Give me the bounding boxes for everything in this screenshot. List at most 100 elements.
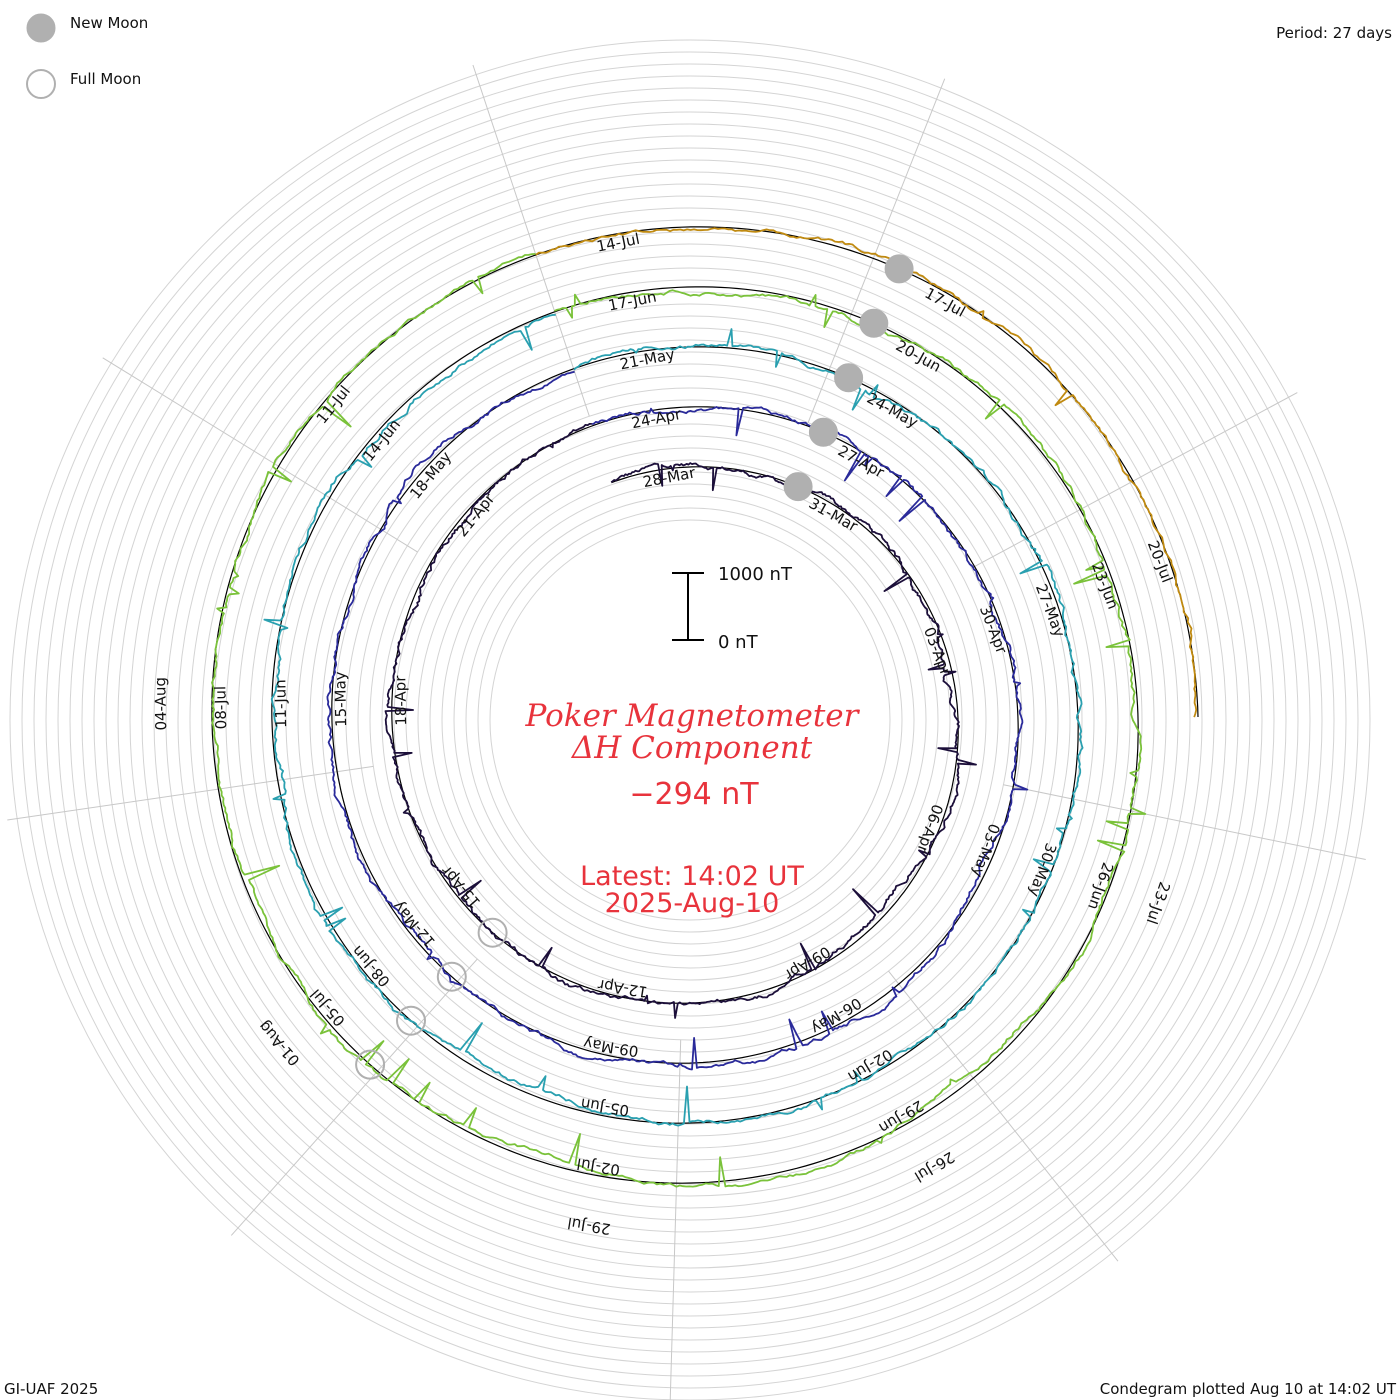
- grid-ring: [261, 291, 1119, 1149]
- grid-spoke: [230, 958, 478, 1236]
- grid-ring: [69, 99, 1311, 1341]
- grid-ring: [57, 87, 1323, 1353]
- grid-ring: [201, 231, 1179, 1209]
- series-trace-rotation-1: [384, 423, 977, 1019]
- grid-ring: [465, 495, 915, 945]
- date-label: 21-May: [618, 345, 676, 373]
- date-label: 11-Jun: [271, 679, 290, 728]
- full-moon-icon: [26, 69, 56, 99]
- grid-ring: [345, 375, 1035, 1065]
- chart-title: Poker Magnetometer: [525, 698, 861, 734]
- grid-ring: [105, 135, 1275, 1305]
- scale-top-label: 1000 nT: [718, 564, 793, 585]
- background-rings: [9, 39, 1371, 1400]
- grid-spoke: [102, 357, 418, 553]
- date-label: 26-Jun: [1084, 860, 1117, 912]
- full-moon-marker: [355, 1049, 386, 1080]
- date-label: 05-Jun: [579, 1094, 630, 1119]
- grid-ring: [237, 267, 1143, 1173]
- plotted-timestamp: Condegram plotted Aug 10 at 14:02 UT: [1100, 1380, 1397, 1398]
- grid-ring: [129, 159, 1251, 1281]
- date-label: 15-May: [331, 671, 350, 727]
- date-label: 02-Jun: [845, 1045, 896, 1086]
- grid-ring: [165, 195, 1215, 1245]
- grid-spoke: [7, 765, 374, 821]
- grid-ring: [321, 351, 1059, 1089]
- new-moon-marker: [834, 363, 864, 393]
- grid-ring: [429, 459, 951, 981]
- radial-spokes: [7, 64, 1366, 1400]
- chart-subtitle: ΔH Component: [571, 730, 813, 766]
- grid-ring: [45, 75, 1335, 1365]
- grid-ring: [441, 471, 939, 969]
- grid-spoke: [472, 64, 590, 417]
- date-label: 26-Jul: [911, 1148, 957, 1186]
- grid-ring: [453, 483, 927, 957]
- grid-spoke: [669, 1039, 682, 1400]
- grid-spoke: [807, 78, 946, 423]
- grid-ring: [177, 207, 1203, 1233]
- grid-ring: [141, 171, 1239, 1269]
- grid-ring: [477, 507, 903, 933]
- grid-ring: [21, 51, 1359, 1389]
- date-label: 29-Jun: [876, 1096, 927, 1137]
- grid-ring: [9, 39, 1371, 1400]
- grid-spoke: [888, 970, 1119, 1262]
- date-label: 23-Jul: [1143, 880, 1174, 927]
- date-label: 24-May: [864, 389, 921, 432]
- scale-bar: [672, 572, 704, 641]
- grid-ring: [405, 435, 975, 1005]
- new-moon-label: New Moon: [70, 14, 148, 32]
- date-label: 29-Jul: [566, 1214, 612, 1239]
- credit-label: GI-UAF 2025: [4, 1380, 98, 1398]
- date-label: 30-Apr: [976, 603, 1011, 657]
- date-label: 30-May: [1025, 841, 1060, 899]
- grid-ring: [393, 423, 987, 1017]
- grid-ring: [189, 219, 1191, 1221]
- date-label: 18-Apr: [391, 675, 410, 726]
- series-trace-rotation-4: [211, 253, 1147, 1188]
- date-label: 06-Apr: [913, 802, 947, 856]
- period-label: Period: 27 days: [1276, 24, 1392, 42]
- full-moon-marker: [436, 961, 467, 992]
- grid-ring: [381, 411, 999, 1029]
- date-label: 09-Apr: [781, 942, 834, 984]
- date-label: 09-May: [582, 1034, 640, 1060]
- grid-ring: [333, 363, 1047, 1077]
- grid-ring: [117, 147, 1263, 1293]
- grid-ring: [297, 327, 1083, 1113]
- series-trace-rotation-2: [326, 370, 1029, 1071]
- date-label: 04-Aug: [151, 677, 170, 731]
- grid-spoke: [1003, 784, 1366, 861]
- date-label: 02-Jul: [576, 1155, 622, 1180]
- date-label: 23-Jun: [1088, 560, 1122, 612]
- new-moon-marker: [884, 254, 914, 284]
- current-value: −294 nT: [629, 777, 759, 812]
- grid-ring: [309, 339, 1071, 1101]
- date-label: 28-Mar: [642, 463, 698, 491]
- new-moon-marker: [808, 417, 838, 447]
- new-moon-marker: [783, 472, 813, 502]
- grid-ring: [93, 123, 1287, 1317]
- series-trace-rotation-5: [535, 227, 1198, 718]
- date-label: 03-May: [968, 821, 1003, 879]
- date-label: 17-Jun: [607, 288, 658, 315]
- latest-time: Latest: 14:02 UT: [580, 861, 804, 892]
- full-moon-label: Full Moon: [70, 70, 141, 88]
- grid-ring: [369, 399, 1011, 1041]
- grid-ring: [81, 111, 1299, 1329]
- series-traces: [211, 227, 1198, 1188]
- grid-ring: [33, 63, 1347, 1377]
- date-label: 14-Jul: [595, 230, 641, 256]
- full-moon-marker: [477, 917, 508, 948]
- date-label: 12-Apr: [596, 975, 649, 1001]
- grid-ring: [489, 519, 891, 921]
- date-label: 03-Apr: [920, 625, 955, 679]
- full-moon-marker: [396, 1005, 426, 1036]
- latest-date: 2025-Aug-10: [605, 888, 780, 919]
- date-label: 08-Jul: [211, 686, 230, 730]
- date-label: 11-Jul: [313, 382, 354, 427]
- new-moon-marker: [859, 308, 889, 338]
- series-trace-rotation-3: [263, 313, 1084, 1127]
